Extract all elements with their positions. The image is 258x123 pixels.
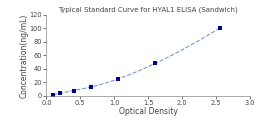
X-axis label: Optical Density: Optical Density	[119, 108, 178, 116]
Y-axis label: Concentration(ng/mL): Concentration(ng/mL)	[19, 13, 28, 98]
Title: Typical Standard Curve for HYAL1 ELISA (Sandwich): Typical Standard Curve for HYAL1 ELISA (…	[59, 7, 238, 14]
